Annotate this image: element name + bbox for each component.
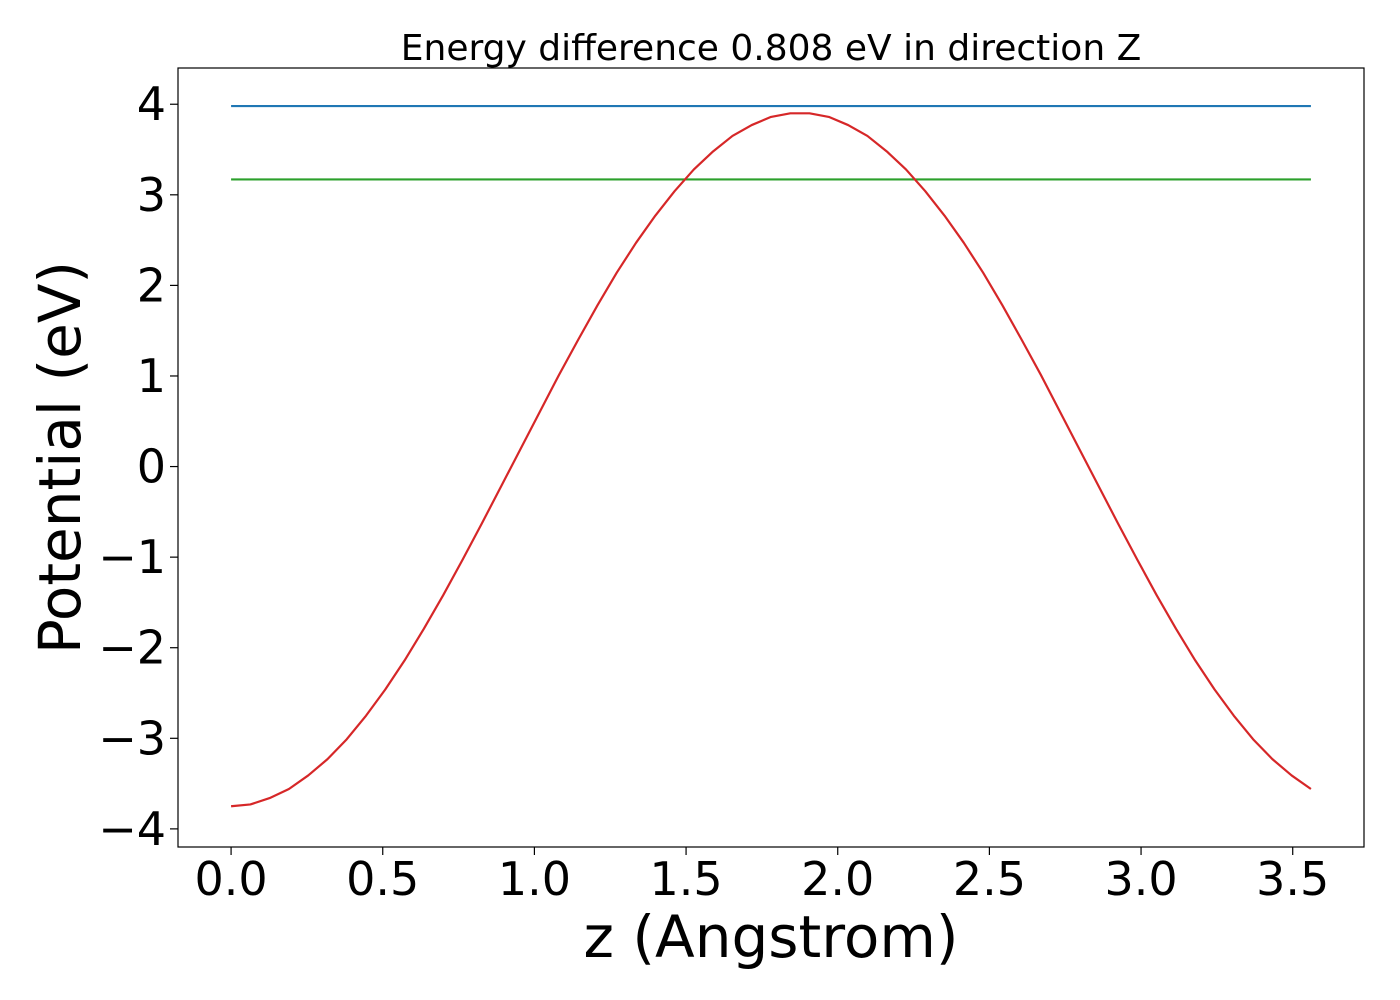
y-tick-label: 0 — [137, 440, 166, 494]
y-tick-label: 2 — [137, 258, 166, 312]
y-tick-label: −1 — [98, 530, 166, 584]
x-tick-label: 2.0 — [801, 852, 874, 906]
x-tick-label: 3.5 — [1256, 852, 1329, 906]
y-tick-label: −2 — [98, 621, 166, 675]
x-tick-label: 3.0 — [1104, 852, 1177, 906]
series-layer — [230, 104, 1312, 808]
y-tick-label: −4 — [98, 802, 166, 856]
y-tick-label: −3 — [98, 711, 166, 765]
x-tick-label: 1.5 — [649, 852, 722, 906]
chart-title: Energy difference 0.808 eV in direction … — [401, 28, 1142, 69]
x-tick-label: 0.0 — [195, 852, 268, 906]
plot-frame — [177, 67, 1365, 848]
y-axis-ticks: −4 −3 −2 −1 0 1 2 3 4 — [98, 77, 178, 856]
x-axis-label: z (Angstrom) — [584, 903, 959, 971]
y-axis-label: Potential (eV) — [26, 261, 94, 654]
plot-area — [178, 68, 1364, 847]
x-tick-label: 1.0 — [498, 852, 571, 906]
y-tick-label: 4 — [137, 77, 166, 131]
y-tick-label: 1 — [137, 349, 166, 403]
x-axis-ticks: 0.0 0.5 1.0 1.5 2.0 2.5 3.0 3.5 — [195, 847, 1329, 906]
x-tick-label: 2.5 — [953, 852, 1026, 906]
y-tick-label: 3 — [137, 168, 166, 222]
x-tick-label: 0.5 — [346, 852, 419, 906]
series-line-2 — [230, 112, 1312, 808]
